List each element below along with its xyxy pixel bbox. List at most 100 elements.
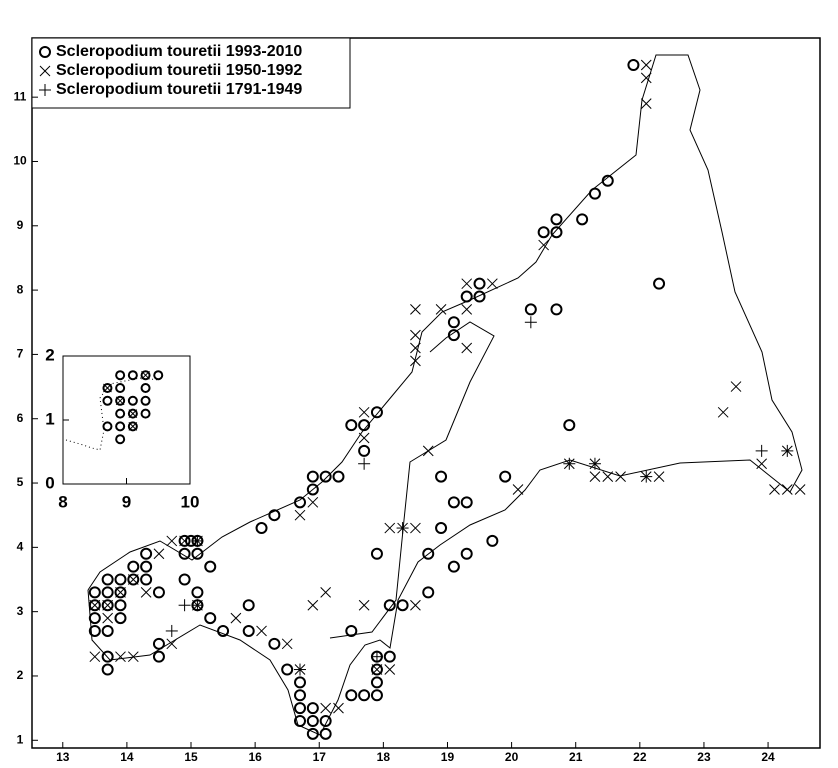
marker	[640, 59, 652, 71]
marker-part	[281, 663, 294, 676]
marker-part	[615, 471, 626, 482]
marker	[589, 471, 601, 482]
marker-part	[794, 484, 806, 495]
marker	[256, 625, 267, 637]
legend-marker	[39, 46, 51, 58]
marker	[115, 651, 126, 663]
marker-part	[345, 689, 358, 702]
marker-part	[358, 432, 370, 444]
x-tick-label: 21	[569, 750, 583, 764]
marker	[114, 573, 127, 586]
marker	[115, 408, 126, 419]
coastline	[87, 54, 803, 736]
marker-part	[370, 663, 383, 676]
marker	[371, 664, 383, 675]
marker-part	[370, 689, 383, 702]
marker-part	[294, 714, 307, 727]
marker-part	[115, 587, 126, 598]
marker-part	[486, 534, 499, 547]
marker	[102, 395, 113, 406]
marker	[512, 484, 524, 495]
marker	[602, 471, 614, 482]
marker	[204, 560, 217, 573]
marker	[410, 329, 421, 341]
marker-part	[127, 370, 138, 381]
marker	[115, 587, 126, 598]
marker	[128, 422, 138, 431]
marker	[447, 496, 460, 509]
x-tick-label: 20	[505, 750, 519, 764]
y-tick-label: 8	[17, 282, 24, 296]
marker-part	[306, 702, 319, 715]
marker-part	[114, 599, 127, 612]
marker-part	[140, 573, 153, 586]
marker-part	[653, 471, 665, 482]
marker-part	[101, 599, 114, 612]
marker-part	[294, 496, 307, 509]
y-tick-label: 5	[17, 475, 24, 489]
marker-part	[140, 370, 151, 381]
marker-part	[191, 586, 204, 599]
marker	[345, 419, 358, 432]
marker-part	[127, 573, 140, 586]
marker	[422, 547, 435, 560]
marker-part	[268, 509, 281, 522]
marker	[550, 226, 563, 239]
marker-part	[88, 624, 101, 637]
x-tick-label: 13	[56, 750, 70, 764]
marker	[461, 278, 473, 290]
marker	[370, 406, 383, 419]
marker-part	[140, 383, 151, 393]
marker-part	[333, 702, 344, 714]
marker-part	[281, 638, 293, 650]
marker-part	[242, 599, 255, 612]
marker-part	[127, 421, 138, 432]
marker-part	[320, 702, 332, 714]
marker	[370, 547, 383, 560]
marker	[306, 702, 319, 715]
marker	[640, 98, 652, 109]
marker	[127, 408, 138, 419]
marker	[178, 599, 191, 612]
marker-part	[294, 689, 307, 702]
marker-part	[435, 470, 448, 483]
marker	[370, 689, 383, 702]
marker-part	[39, 46, 51, 58]
marker	[127, 573, 140, 586]
marker-part	[127, 395, 138, 406]
marker-part	[103, 383, 112, 393]
marker	[281, 638, 293, 650]
marker	[217, 624, 230, 637]
marker-part	[166, 535, 178, 547]
marker-part	[371, 664, 383, 675]
marker	[88, 612, 101, 625]
marker-part	[460, 547, 473, 560]
marker-part	[152, 650, 165, 663]
marker	[103, 383, 112, 393]
marker	[460, 547, 473, 560]
marker-part	[88, 612, 101, 625]
marker-part	[717, 406, 729, 418]
marker-part	[114, 573, 127, 586]
marker	[152, 637, 165, 650]
marker-part	[370, 406, 383, 419]
marker	[537, 226, 550, 239]
marker-part	[115, 434, 126, 445]
marker-part	[358, 689, 371, 702]
marker	[601, 174, 614, 187]
marker	[307, 599, 319, 611]
y-tick-label: 1	[17, 732, 24, 746]
marker	[717, 406, 729, 418]
marker-part	[576, 213, 589, 226]
marker	[115, 383, 126, 393]
marker	[127, 574, 139, 585]
marker	[640, 470, 653, 483]
marker	[191, 586, 204, 599]
marker	[191, 547, 204, 560]
marker-part	[589, 471, 601, 482]
marker	[320, 587, 332, 598]
marker-part	[101, 624, 114, 637]
marker	[140, 370, 151, 381]
marker	[101, 650, 114, 663]
marker	[127, 421, 138, 432]
